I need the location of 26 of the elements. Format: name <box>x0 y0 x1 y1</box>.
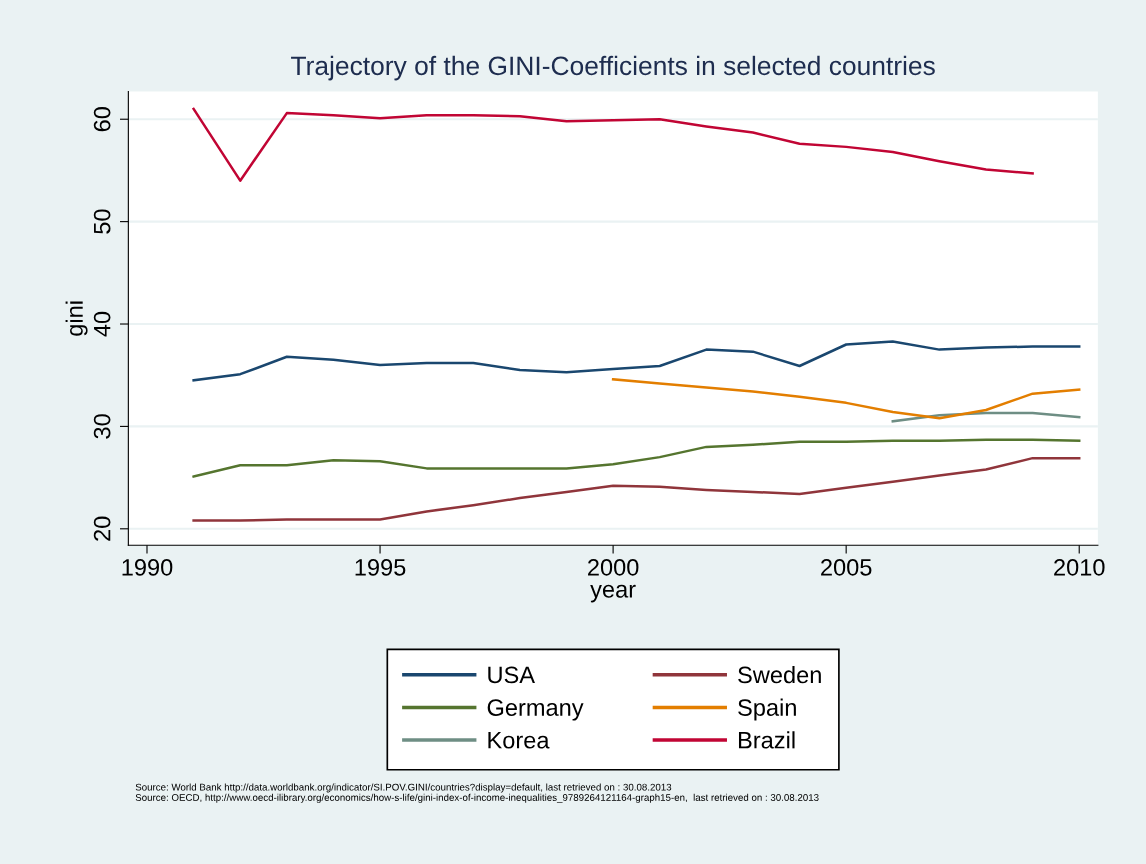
source-note: Source: OECD, http://www.oecd-ilibrary.org/economics/how-s-life/gini-index-of-income-inequalities_9789264121164-graph15-en, last retrieved on : 30.08.2013 <box>135 793 819 803</box>
line-series <box>192 456 1081 522</box>
x-tick-label: 1995 <box>355 559 406 576</box>
y-tick-label: 20 <box>93 516 111 541</box>
x-tick-label: 2000 <box>588 559 639 576</box>
legend-label: Germany <box>487 699 584 721</box>
line-series <box>611 378 1081 420</box>
y-tick-label: 30 <box>93 414 111 439</box>
legend-label: USA <box>488 666 535 684</box>
x-tick-label: 1990 <box>122 559 173 576</box>
line-series <box>192 340 1081 382</box>
y-axis-title: gini <box>65 301 88 336</box>
x-tick-label: 2010 <box>1054 559 1105 576</box>
legend-label: Brazil <box>738 731 795 749</box>
line-series <box>192 107 1034 182</box>
x-axis-title: year <box>590 584 636 603</box>
y-tick-label: 60 <box>93 107 111 132</box>
source-note: Source: World Bank http://data.worldbank.org/indicator/SI.POV.GINI/countries?display=default, last retrieved on : 30.08.2013 <box>135 783 672 793</box>
legend-label: Spain <box>738 698 796 721</box>
x-tick-label: 2005 <box>821 559 872 576</box>
legend-label: Korea <box>488 732 550 749</box>
line-series <box>192 438 1081 478</box>
y-tick-label: 50 <box>93 209 111 234</box>
chart-title: Trajectory of the GINI-Coefficients in selected countries <box>291 55 935 81</box>
legend-label: Sweden <box>738 665 821 684</box>
y-tick-label: 40 <box>93 311 111 337</box>
